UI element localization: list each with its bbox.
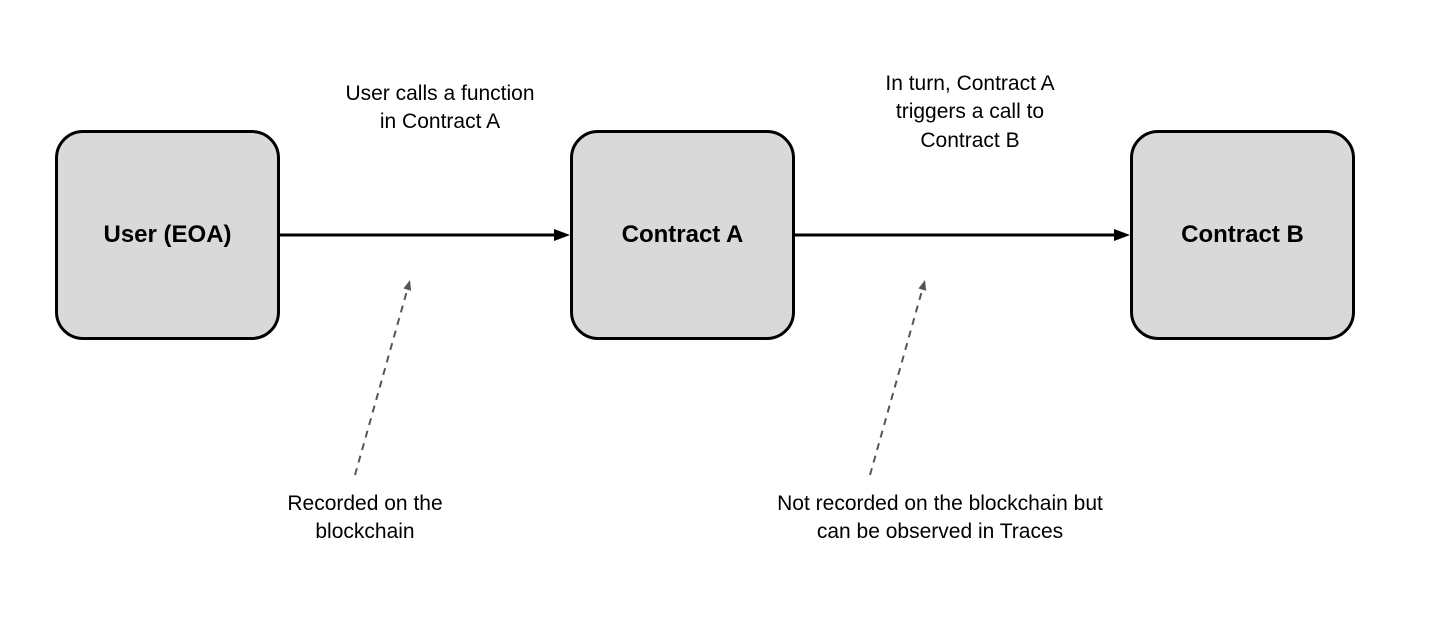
node-user-label: User (EOA) (103, 221, 231, 249)
edge-label-a-to-b-line2: triggers a call to (896, 100, 1044, 123)
edge-label-user-to-a-line1: User calls a function (345, 82, 534, 105)
node-contract-a-label: Contract A (622, 221, 744, 249)
node-contract-a: Contract A (570, 130, 795, 340)
edge-label-a-to-b-line1: In turn, Contract A (885, 72, 1054, 95)
edge-label-user-to-a-line2: in Contract A (380, 110, 500, 133)
diagram-canvas: User (EOA) Contract A Contract B User ca… (0, 0, 1436, 628)
annotation-recorded: Recorded on the blockchain (250, 490, 480, 547)
annotation-not-recorded: Not recorded on the blockchain but can b… (740, 490, 1140, 547)
annotation-recorded-line2: blockchain (315, 520, 414, 543)
annotation-not-recorded-line2: can be observed in Traces (817, 520, 1063, 543)
node-user: User (EOA) (55, 130, 280, 340)
annotation-recorded-line1: Recorded on the (287, 492, 442, 515)
edge-label-user-to-a: User calls a function in Contract A (300, 80, 580, 137)
edge-label-a-to-b-line3: Contract B (920, 129, 1019, 152)
node-contract-b-label: Contract B (1181, 221, 1304, 249)
annotation-not-recorded-line1: Not recorded on the blockchain but (777, 492, 1103, 515)
node-contract-b: Contract B (1130, 130, 1355, 340)
edge-label-a-to-b: In turn, Contract A triggers a call to C… (820, 70, 1120, 155)
